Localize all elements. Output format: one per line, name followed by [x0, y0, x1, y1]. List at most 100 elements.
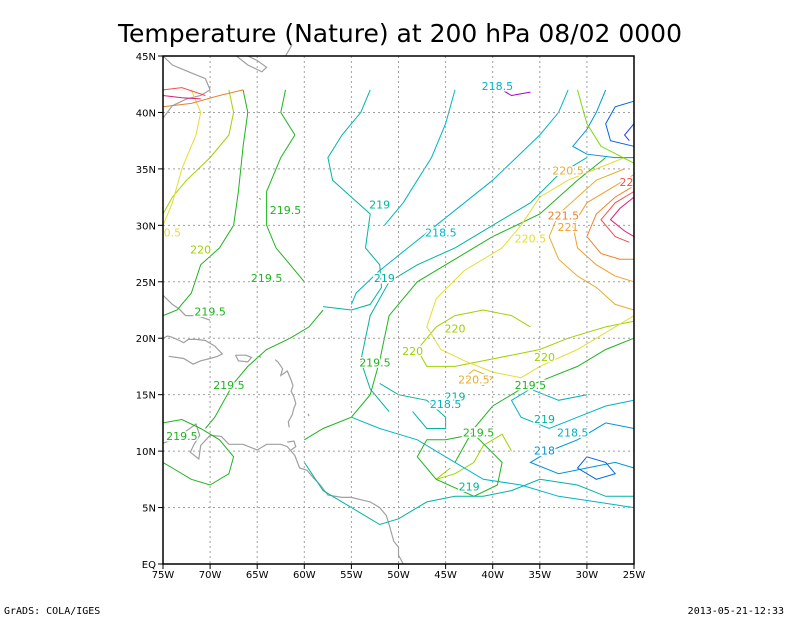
coastline: [287, 440, 297, 451]
contour-label: 0.5: [164, 227, 182, 240]
contour-label: 219.5: [213, 379, 245, 392]
coastline: [162, 55, 211, 119]
contour-line: [266, 89, 305, 283]
footer-credit: GrADS: COLA/IGES: [4, 606, 100, 617]
contour-line: [304, 157, 607, 441]
coastline-map: [162, 44, 404, 565]
x-axis-ticks: 75W 70W 65W 60W 55W 50W 45W 40W 35W 30W 25W: [152, 564, 646, 581]
contour-label: 219.5: [515, 379, 547, 392]
contour-line: [605, 100, 635, 147]
grid-lines: [163, 56, 634, 564]
contour-line: [162, 89, 202, 226]
contour-label: 22: [619, 176, 633, 189]
contour-label: 219.5: [251, 272, 283, 285]
y-tick-label: 15N: [136, 391, 156, 402]
contour-line: [303, 462, 634, 526]
x-tick-label: 30W: [576, 570, 599, 581]
contour-line: [609, 196, 635, 238]
contour-line: [623, 123, 635, 142]
contour-line: [323, 89, 383, 311]
y-tick-label: 30N: [136, 221, 156, 232]
contour-line: [426, 157, 635, 379]
contour-line: [350, 89, 569, 305]
contour-line: [572, 174, 635, 283]
contour-line: [162, 89, 244, 108]
contour-label: 218.5: [425, 227, 457, 240]
coastline: [274, 359, 297, 428]
contour-line: [162, 418, 235, 486]
chart-title: Temperature (Nature) at 200 hPa 08/02 00…: [117, 19, 682, 48]
contour-label: 220.5: [515, 232, 547, 245]
contour-label: 220: [534, 351, 555, 364]
contour-line: [351, 416, 635, 509]
contour-line: [510, 388, 635, 430]
contour-line: [577, 89, 635, 164]
contour-line: [162, 89, 249, 317]
x-tick-label: 50W: [387, 570, 410, 581]
contour-label: 220.5: [552, 165, 584, 178]
coastline: [162, 335, 224, 365]
contour-line: [529, 422, 635, 475]
contour-label: 219: [445, 390, 466, 403]
contour-label: 220: [402, 345, 423, 358]
x-tick-label: 40W: [481, 570, 504, 581]
contour-line: [360, 157, 588, 412]
x-tick-label: 65W: [246, 570, 269, 581]
coastline: [307, 413, 310, 417]
contour-line: [162, 95, 201, 100]
y-tick-label: 45N: [136, 52, 156, 63]
contour-line: [572, 89, 634, 159]
contour-labels: 218.5219219.5218.5219219.52200.5220.5221…: [162, 78, 635, 495]
contour-line: [548, 168, 635, 311]
y-tick-label: EQ: [142, 560, 156, 571]
x-tick-label: 60W: [293, 570, 316, 581]
contour-label: 218.5: [482, 80, 514, 93]
contour-line: [454, 337, 635, 463]
contour-line: [576, 456, 617, 480]
x-tick-label: 55W: [340, 570, 363, 581]
coastline: [284, 44, 293, 57]
contour-label: 220: [445, 323, 466, 336]
contour-label: 219: [369, 198, 390, 211]
contour-label: 220: [190, 244, 211, 257]
contour-line: [162, 89, 235, 215]
contour-line: [384, 89, 456, 226]
y-tick-label: 35N: [136, 165, 156, 176]
contour-line: [162, 87, 206, 96]
y-tick-label: 5N: [142, 504, 156, 515]
y-tick-label: 40N: [136, 108, 156, 119]
y-tick-label: 10N: [136, 447, 156, 458]
x-tick-label: 75W: [152, 570, 175, 581]
contour-label: 219: [459, 481, 480, 494]
contour-label: 218.5: [430, 398, 462, 411]
x-tick-label: 25W: [623, 570, 646, 581]
coastline: [258, 197, 262, 200]
coastline: [236, 55, 268, 73]
x-tick-label: 70W: [199, 570, 222, 581]
y-axis-ticks: EQ 5N 10N 15N 20N 25N 30N 35N 40N 45N: [136, 52, 163, 571]
contour-label: 219.5: [359, 356, 391, 369]
contour-label: 219.5: [166, 430, 198, 443]
contour-label: 221: [558, 221, 579, 234]
contour-label: 218.5: [557, 426, 589, 439]
x-tick-label: 45W: [434, 570, 457, 581]
contour-label: 221.5: [548, 210, 580, 223]
contour-line: [501, 89, 531, 97]
contour-line: [416, 309, 635, 367]
x-tick-label: 35W: [528, 570, 551, 581]
footer-timestamp: 2013-05-21-12:33: [688, 606, 784, 617]
coastline: [162, 423, 404, 565]
contour-label: 219.5: [270, 204, 302, 217]
contour-line: [600, 191, 635, 243]
contour-label: 219.5: [463, 426, 495, 439]
coastline: [234, 354, 253, 363]
y-tick-label: 25N: [136, 278, 156, 289]
contour-line: [586, 185, 635, 260]
contour-label: 220.5: [458, 373, 490, 386]
contour-label: 219: [534, 413, 555, 426]
contour-label: 219.5: [194, 306, 226, 319]
coastline: [162, 294, 211, 321]
contour-label: 218: [534, 444, 555, 457]
y-tick-label: 20N: [136, 334, 156, 345]
